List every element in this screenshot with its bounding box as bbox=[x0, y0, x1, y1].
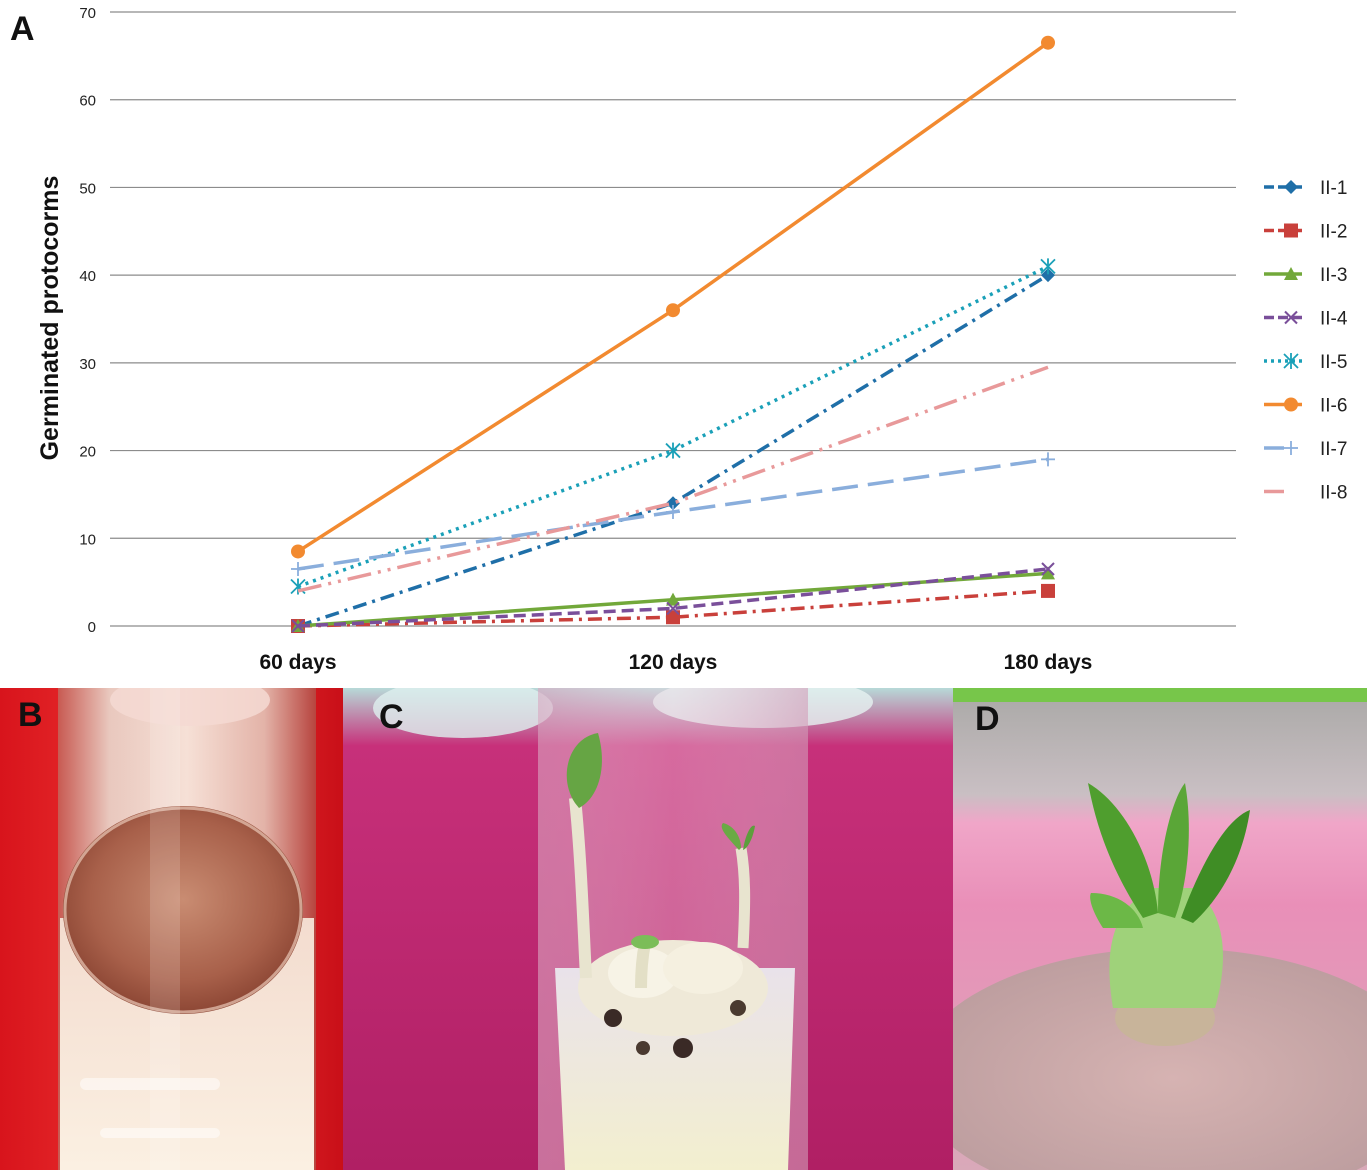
data-point bbox=[1041, 35, 1055, 50]
photo-panel-c: C bbox=[343, 688, 953, 1170]
data-point bbox=[666, 496, 680, 511]
data-point bbox=[1284, 267, 1298, 280]
legend-entry: II-1 bbox=[1264, 178, 1347, 199]
data-point bbox=[1040, 258, 1056, 275]
y-tick-label: 30 bbox=[79, 356, 96, 373]
photo-panel-d: D bbox=[953, 688, 1367, 1170]
y-tick-label: 70 bbox=[79, 5, 96, 22]
y-tick-label: 0 bbox=[88, 619, 96, 636]
panel-letter-b: B bbox=[18, 696, 43, 734]
series-ii-6 bbox=[291, 35, 1055, 559]
legend-entry: II-7 bbox=[1264, 439, 1347, 460]
seedling-closeup-image bbox=[953, 688, 1367, 1170]
y-tick-label: 20 bbox=[79, 444, 96, 461]
legend-entry: II-2 bbox=[1264, 222, 1347, 243]
data-point bbox=[666, 601, 680, 616]
legend-entry: II-4 bbox=[1264, 309, 1348, 330]
legend-entry: II-3 bbox=[1264, 265, 1347, 286]
y-tick-label: 10 bbox=[79, 531, 96, 548]
germination-line-chart: A 0 10 20 30 40 50 60 70 60 days 120 days 180 day… bbox=[10, 5, 1348, 674]
series-ii-7 bbox=[291, 452, 1055, 576]
grid-lines bbox=[110, 11, 1236, 627]
data-point bbox=[666, 610, 680, 625]
data-point bbox=[1283, 353, 1299, 369]
legend-label: II-1 bbox=[1320, 178, 1347, 199]
y-tick-label: 60 bbox=[79, 93, 96, 110]
data-point bbox=[291, 561, 305, 576]
x-tick-label: 180 days bbox=[1004, 651, 1093, 674]
y-axis-label: Germinated protocorms bbox=[36, 176, 64, 461]
data-point bbox=[1041, 268, 1055, 283]
series-line bbox=[297, 589, 1049, 628]
legend-label: II-7 bbox=[1320, 439, 1347, 460]
legend-entry: II-8 bbox=[1264, 483, 1347, 504]
series-line bbox=[297, 273, 1049, 628]
data-point bbox=[666, 504, 680, 519]
x-tick-label: 60 days bbox=[259, 651, 336, 674]
data-point bbox=[1041, 562, 1055, 576]
y-tick-labels: 0 10 20 30 40 50 60 70 bbox=[79, 5, 96, 636]
legend-label: II-2 bbox=[1320, 222, 1347, 243]
data-point bbox=[1284, 441, 1298, 455]
data-point bbox=[666, 592, 680, 606]
legend: II-1 II-2 II-3 II-4 II-5 II-6 II-7 II-8 bbox=[1264, 178, 1348, 504]
legend-label: II-4 bbox=[1320, 309, 1348, 330]
series-line bbox=[297, 41, 1050, 553]
data-point bbox=[1041, 566, 1055, 580]
data-point bbox=[291, 544, 305, 559]
data-point bbox=[1284, 180, 1298, 194]
legend-label: II-5 bbox=[1320, 352, 1347, 373]
legend-label: II-6 bbox=[1320, 396, 1347, 417]
legend-label: II-8 bbox=[1320, 483, 1347, 504]
panel-letter-a: A bbox=[10, 10, 35, 48]
panel-letter-d: D bbox=[975, 700, 1000, 738]
data-point bbox=[291, 619, 305, 633]
legend-entry: II-6 bbox=[1264, 396, 1347, 417]
seedlings-tube-image bbox=[343, 688, 953, 1170]
y-tick-label: 50 bbox=[79, 180, 96, 197]
legend-label: II-3 bbox=[1320, 265, 1347, 286]
photo-panels: B bbox=[0, 688, 1367, 1170]
data-point bbox=[1041, 583, 1055, 598]
y-tick-label: 40 bbox=[79, 268, 96, 285]
panel-letter-c: C bbox=[379, 698, 404, 736]
data-point bbox=[1284, 223, 1298, 238]
series-group bbox=[290, 35, 1056, 633]
data-point bbox=[1284, 310, 1298, 325]
series-ii-4 bbox=[291, 562, 1055, 633]
data-point bbox=[1041, 452, 1055, 467]
legend-entry: II-5 bbox=[1264, 352, 1347, 373]
x-tick-labels: 60 days 120 days 180 days bbox=[259, 651, 1092, 674]
data-point bbox=[666, 303, 680, 318]
x-tick-label: 120 days bbox=[629, 651, 718, 674]
data-point bbox=[290, 578, 306, 595]
data-point bbox=[1284, 397, 1298, 412]
photo-panel-b: B bbox=[0, 688, 343, 1170]
data-point bbox=[665, 442, 681, 459]
test-tube-seeds-image bbox=[0, 688, 343, 1170]
